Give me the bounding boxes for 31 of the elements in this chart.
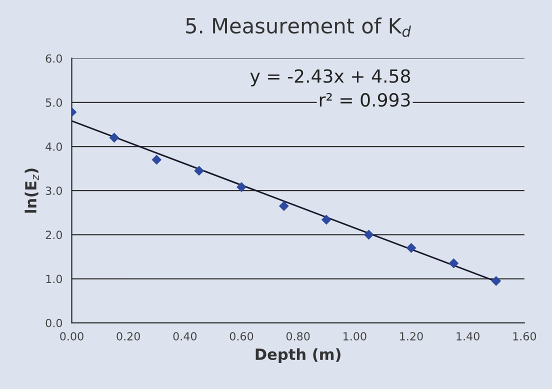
x-tick-label: 1.60 — [513, 332, 536, 340]
y-tick-label: 5.0 — [46, 98, 62, 107]
point — [364, 230, 374, 240]
x-tick-label: 1.00 — [344, 332, 366, 340]
y-tick-label: 3.0 — [46, 186, 62, 195]
point — [109, 132, 120, 143]
x-axis-title: Depth (m) — [256, 348, 340, 363]
y-tick-label: 2.0 — [46, 230, 62, 240]
point — [406, 243, 416, 253]
point — [152, 154, 162, 165]
y-axis-title: ln(E$_{z}$) — [24, 168, 39, 213]
point — [279, 201, 289, 211]
x-tick-label: 0.20 — [116, 332, 140, 340]
point — [236, 182, 246, 192]
x-tick-label: 0.00 — [60, 332, 84, 340]
point — [491, 276, 501, 286]
x-tick-label: 0.40 — [173, 332, 197, 340]
y-tick-label: 0.0 — [46, 318, 62, 328]
x-tick-label: 0.80 — [286, 332, 310, 340]
y-tick-label: 6.0 — [46, 54, 62, 63]
annotation: y = -2.43x + 4.58 — [250, 69, 410, 86]
y-tick-label: 1.0 — [46, 274, 62, 284]
point — [194, 166, 204, 176]
x-tick-label: 1.40 — [456, 332, 480, 340]
chart-title: 5. Measurement of K$_{d}$ — [186, 18, 412, 37]
x-tick-label: 1.20 — [400, 332, 423, 340]
point — [448, 258, 459, 268]
annotation: r² = 0.993 — [320, 93, 410, 107]
x-tick-label: 0.60 — [230, 332, 254, 340]
y-tick-label: 4.0 — [46, 142, 62, 151]
point — [322, 214, 332, 225]
